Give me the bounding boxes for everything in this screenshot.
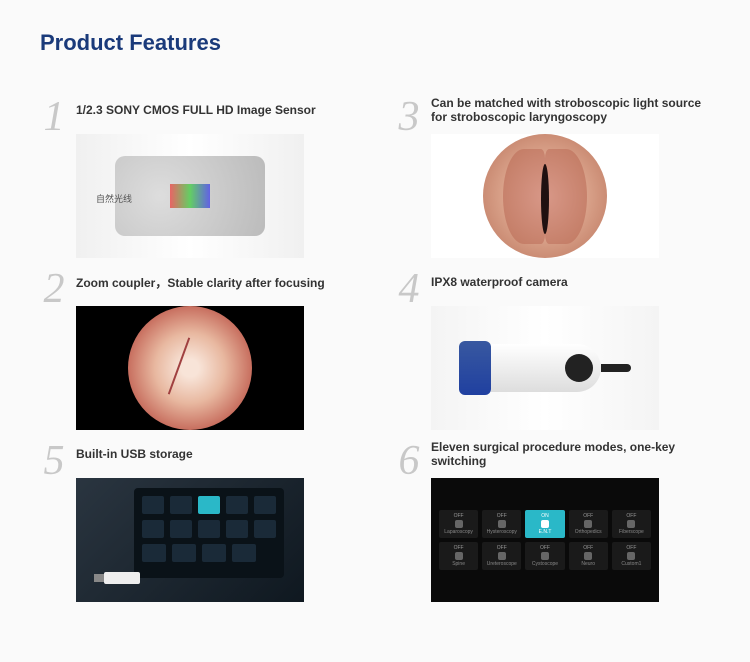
feature-2: 2 Zoom coupler，Stable clarity after focu… (40, 268, 355, 430)
feature-image-camera (431, 306, 659, 430)
mode-cell: OFFCystoscope (525, 542, 564, 570)
feature-number: 1 (40, 96, 68, 138)
feature-text: Can be matched with stroboscopic light s… (431, 96, 710, 124)
mode-cell: OFFCustom1 (612, 542, 651, 570)
sensor-inline-label: 自然光线 (96, 192, 132, 205)
features-grid: 1 1/2.3 SONY CMOS FULL HD Image Sensor 自… (40, 96, 710, 602)
feature-6: 6 Eleven surgical procedure modes, one-k… (395, 440, 710, 602)
mode-cell-active: ONE.N.T (525, 510, 564, 538)
modes-grid: OFFLaparoscopy OFFHysteroscopy ONE.N.T O… (439, 510, 651, 570)
feature-number: 3 (395, 96, 423, 138)
mode-cell: OFFNeuro (569, 542, 608, 570)
mode-cell: OFFLaparoscopy (439, 510, 478, 538)
feature-image-usb (76, 478, 304, 602)
mode-cell: OFFUreteroscope (482, 542, 521, 570)
feature-image-laryngoscopy (431, 134, 659, 258)
feature-image-zoom (76, 306, 304, 430)
feature-1: 1 1/2.3 SONY CMOS FULL HD Image Sensor 自… (40, 96, 355, 258)
mode-cell: OFFFiberscope (612, 510, 651, 538)
feature-4: 4 IPX8 waterproof camera (395, 268, 710, 430)
feature-text: Eleven surgical procedure modes, one-key… (431, 440, 710, 468)
feature-number: 4 (395, 268, 423, 310)
feature-text: 1/2.3 SONY CMOS FULL HD Image Sensor (76, 96, 355, 124)
feature-image-sensor: 自然光线 (76, 134, 304, 258)
mode-cell: OFFHysteroscopy (482, 510, 521, 538)
page-title: Product Features (40, 30, 710, 56)
feature-image-modes: OFFLaparoscopy OFFHysteroscopy ONE.N.T O… (431, 478, 659, 602)
mode-cell: OFFSpine (439, 542, 478, 570)
usb-stick-icon (104, 572, 140, 584)
feature-text: IPX8 waterproof camera (431, 268, 710, 296)
mode-cell: OFFOrthopedics (569, 510, 608, 538)
feature-number: 5 (40, 440, 68, 482)
feature-3: 3 Can be matched with stroboscopic light… (395, 96, 710, 258)
feature-text: Zoom coupler，Stable clarity after focusi… (76, 268, 355, 296)
feature-text: Built-in USB storage (76, 440, 355, 468)
feature-number: 2 (40, 268, 68, 310)
feature-5: 5 Built-in USB storage (40, 440, 355, 602)
feature-number: 6 (395, 440, 423, 482)
